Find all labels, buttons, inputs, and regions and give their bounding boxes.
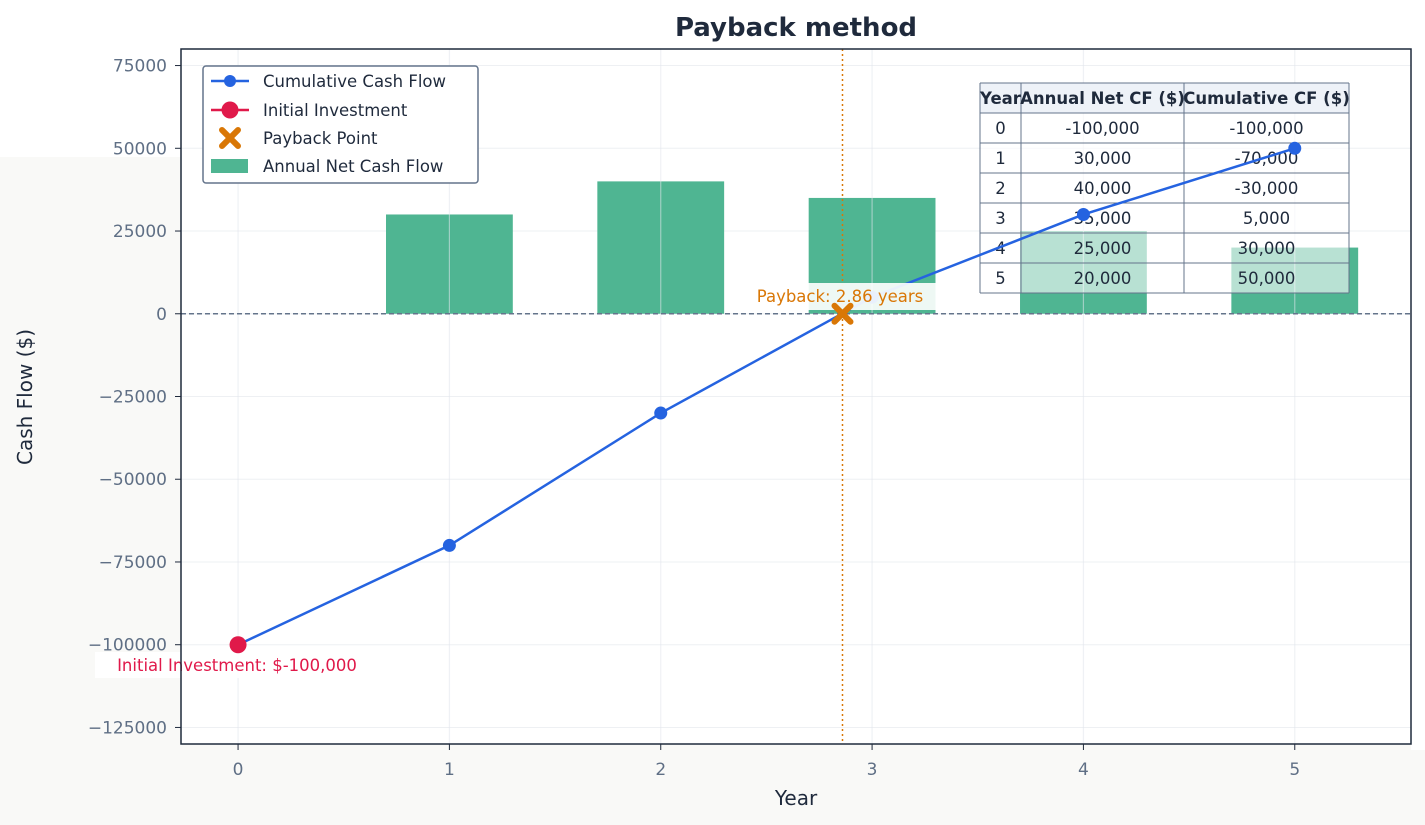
x-ticks: 0 1 2 3 4 5 (233, 744, 1300, 780)
x-tick-label: 1 (444, 760, 455, 780)
investment-label: Initial Investment: $-100,000 (117, 656, 357, 675)
table-cell: 30,000 (1238, 239, 1296, 258)
table-header-cell: Cumulative CF ($) (1183, 89, 1350, 108)
table-cell: 5 (995, 269, 1006, 288)
legend-marker-cumulative (224, 75, 236, 87)
legend-box (202, 65, 479, 184)
y-ticks: 75000 50000 25000 0 −25000 −50000 −75000 −10000… (88, 57, 181, 738)
y-tick-label: 50000 (113, 139, 167, 159)
payback-label-box (742, 283, 936, 310)
table-row-bg (980, 143, 1349, 173)
chart-title: Payback method (675, 13, 917, 43)
cumulative-point (442, 538, 456, 552)
x-tick-label: 2 (655, 760, 666, 780)
x-tick-label: 5 (1289, 760, 1300, 780)
y-tick-label: −25000 (99, 388, 167, 408)
legend-marker-payback (219, 127, 241, 149)
y-tick-label: 0 (156, 305, 167, 325)
table-header-cell: Annual Net CF ($) (1020, 89, 1185, 108)
x-axis-label: Year (774, 786, 818, 810)
table-cell: 50,000 (1238, 269, 1296, 288)
investment-label-box (95, 652, 380, 678)
table-cell: 1 (995, 149, 1006, 168)
table-cell: 4 (995, 239, 1006, 258)
table-header-bg (980, 83, 1349, 113)
payback-label: Payback: 2.86 years (757, 287, 924, 306)
y-tick-label: −100000 (88, 636, 167, 656)
table-row-bg (980, 263, 1349, 293)
legend-label: Payback Point (263, 129, 378, 148)
cumulative-line (237, 147, 1296, 646)
y-tick-label: −125000 (88, 718, 167, 738)
x-tick-label: 0 (233, 760, 244, 780)
data-table: Year Annual Net CF ($)Cumulative CF ($) 0 -… (979, 82, 1350, 294)
table-row-bg (980, 113, 1349, 143)
payback-point (831, 302, 854, 325)
y-tick-label: 75000 (113, 57, 167, 77)
table-cell: 3 (995, 209, 1006, 228)
table-cell: -100,000 (1065, 119, 1139, 138)
annotations: Payback: 2.86 years Initial Investment: $… (95, 283, 936, 678)
x-tick-label: 4 (1078, 760, 1089, 780)
y-tick-label: 25000 (113, 222, 167, 242)
table-cell: 30,000 (1074, 149, 1132, 168)
legend-label: Initial Investment (263, 101, 408, 120)
table-cell: 2 (995, 179, 1006, 198)
table-cell: 20,000 (1074, 269, 1132, 288)
table-cell: 25,000 (1074, 239, 1132, 258)
table-row-bg (980, 233, 1349, 263)
legend-marker-investment (221, 101, 239, 119)
table-cell: 0 (995, 119, 1006, 138)
y-axis-label: Cash Flow ($) (13, 329, 37, 465)
legend-label: Annual Net Cash Flow (263, 157, 443, 176)
table-row-bg (980, 203, 1349, 233)
cumulative-point (1288, 141, 1302, 155)
page-background-right (1411, 0, 1425, 750)
y-tick-label: −75000 (99, 553, 167, 573)
y-tick-label: −50000 (99, 470, 167, 490)
table-header-cell: Year (979, 89, 1022, 108)
cumulative-point (654, 406, 668, 420)
cumulative-point (1076, 207, 1090, 221)
investment-point (229, 636, 247, 654)
legend-label: Cumulative Cash Flow (263, 72, 446, 91)
table-cell: -30,000 (1235, 179, 1299, 198)
legend-swatch-bars (211, 159, 248, 173)
table-cell: -100,000 (1229, 119, 1303, 138)
x-tick-label: 3 (867, 760, 878, 780)
table-cell: 40,000 (1074, 179, 1132, 198)
legend: Cumulative Cash Flow Initial Investment Pa… (202, 65, 479, 184)
table-cell: 5,000 (1243, 209, 1290, 228)
